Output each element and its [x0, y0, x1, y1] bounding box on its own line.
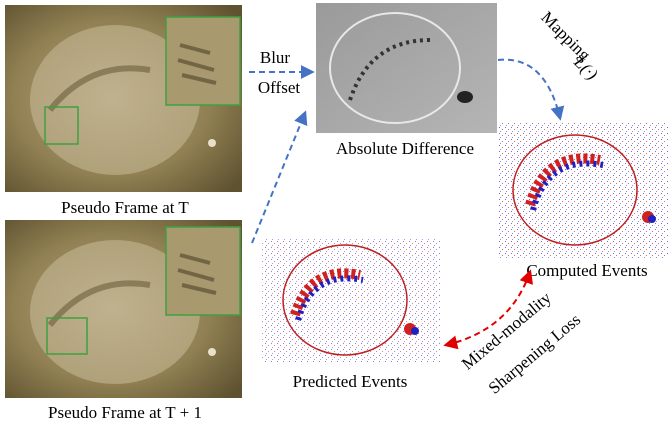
frame-t-image: [5, 5, 242, 192]
offset-label: Offset: [258, 78, 300, 97]
predicted-events-label: Predicted Events: [293, 372, 408, 391]
absolute-difference-label: Absolute Difference: [336, 139, 474, 158]
frame-t1-image: [5, 220, 242, 398]
computed-events-image: [497, 122, 668, 258]
frame-t-label: Pseudo Frame at T: [61, 198, 189, 217]
predicted-events-image: [262, 238, 440, 362]
arrow: [252, 113, 305, 243]
frame-t1-label: Pseudo Frame at T + 1: [48, 403, 202, 422]
blur-label: Blur: [260, 48, 291, 67]
arrow: [498, 60, 560, 118]
diagram: Pseudo Frame at T Pseudo Frame at T + 1 …: [0, 0, 669, 428]
absolute-difference-image: [316, 3, 497, 133]
computed-events-label: Computed Events: [526, 261, 647, 280]
